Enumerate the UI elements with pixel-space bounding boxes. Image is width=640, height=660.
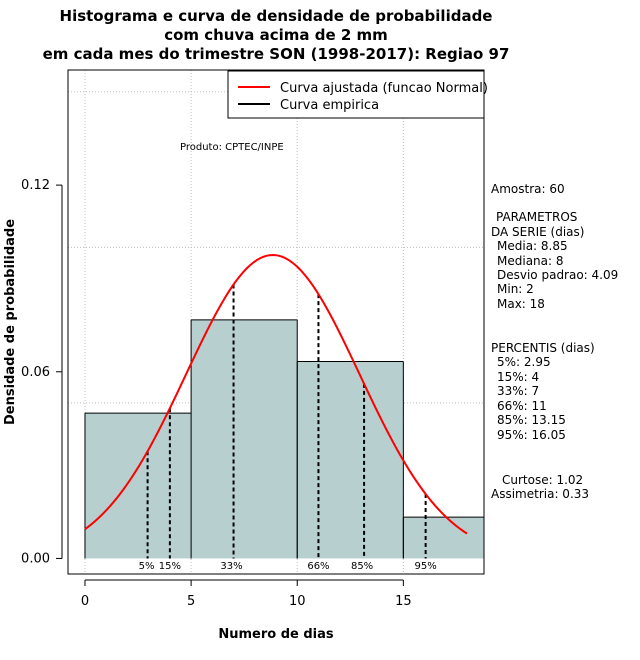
histogram-bar — [84, 413, 192, 559]
fit-curve-layer — [84, 253, 468, 535]
stats-param-sd: Desvio padrao: 4.09 — [497, 268, 618, 282]
x-tick-label: 10 — [289, 594, 306, 609]
x-tick-label: 15 — [395, 594, 412, 609]
stats-param-max: Max: 18 — [497, 297, 545, 311]
stats-percentil-95: 95%: 16.05 — [497, 428, 566, 442]
y-tick-label: 0.00 — [21, 551, 50, 566]
histogram-bar — [403, 517, 484, 559]
stats-panel: Amostra: 60 PARAMETROS DA SERIE (dias) M… — [491, 182, 618, 501]
legend-label-empirical: Curva empirica — [280, 98, 379, 113]
stats-percentil-85: 85%: 13.15 — [497, 413, 566, 427]
percentile-label: 5% — [139, 561, 155, 572]
stats-percentil-33: 33%: 7 — [497, 384, 539, 398]
stats-percentis-title: PERCENTIS (dias) — [491, 341, 595, 355]
legend: Curva ajustada (funcao Normal) Curva emp… — [227, 70, 488, 119]
plot-frame — [67, 69, 485, 575]
stats-params-title-1: PARAMETROS — [496, 210, 577, 224]
x-tick-label: 0 — [81, 594, 89, 609]
percentile-label: 95% — [415, 561, 437, 572]
chart-title-line-3: em cada mes do trimestre SON (1998-2017)… — [43, 45, 510, 63]
stats-percentil-5: 5%: 2.95 — [497, 355, 551, 369]
histogram-bar — [297, 361, 404, 559]
stats-sample: Amostra: 60 — [491, 182, 565, 196]
histogram-bar — [191, 319, 298, 559]
stats-param-mean: Media: 8.85 — [497, 239, 568, 253]
stats-percentil-66: 66%: 11 — [497, 399, 547, 413]
x-axis-title: Numero de dias — [218, 627, 334, 642]
percentile-label: 66% — [307, 561, 329, 572]
legend-label-fit: Curva ajustada (funcao Normal) — [280, 81, 488, 96]
stats-params-title-2: DA SERIE (dias) — [491, 225, 584, 239]
normal-fit-curve — [84, 253, 468, 535]
stats-percentil-15: 15%: 4 — [497, 370, 539, 384]
percentile-labels: 5% 15% 33% 66% 85% 95% — [139, 561, 437, 572]
stats-kurtosis: Curtose: 1.02 — [502, 473, 583, 487]
percentile-label: 85% — [351, 561, 373, 572]
y-axis-title: Densidade de probabilidade — [3, 219, 18, 425]
legend-box — [227, 70, 485, 119]
credit-text: Produto: CPTEC/INPE — [180, 142, 284, 153]
axes: 0 5 10 15 0.00 0.06 0.12 — [21, 178, 412, 609]
percentile-label: 15% — [159, 561, 181, 572]
stats-param-min: Min: 2 — [497, 282, 534, 296]
stats-param-median: Mediana: 8 — [497, 254, 564, 268]
chart-title: Histograma e curva de densidade de proba… — [43, 7, 510, 63]
chart-title-line-2: com chuva acima de 2 mm — [164, 26, 388, 44]
percentile-label: 33% — [220, 561, 242, 572]
chart-title-line-1: Histograma e curva de densidade de proba… — [60, 7, 493, 25]
y-tick-label: 0.12 — [21, 178, 50, 193]
stats-skewness: Assimetria: 0.33 — [491, 487, 589, 501]
x-tick-label: 5 — [187, 594, 195, 609]
y-tick-label: 0.06 — [21, 365, 50, 380]
histogram-bars — [84, 319, 484, 559]
percentile-lines — [146, 284, 427, 559]
